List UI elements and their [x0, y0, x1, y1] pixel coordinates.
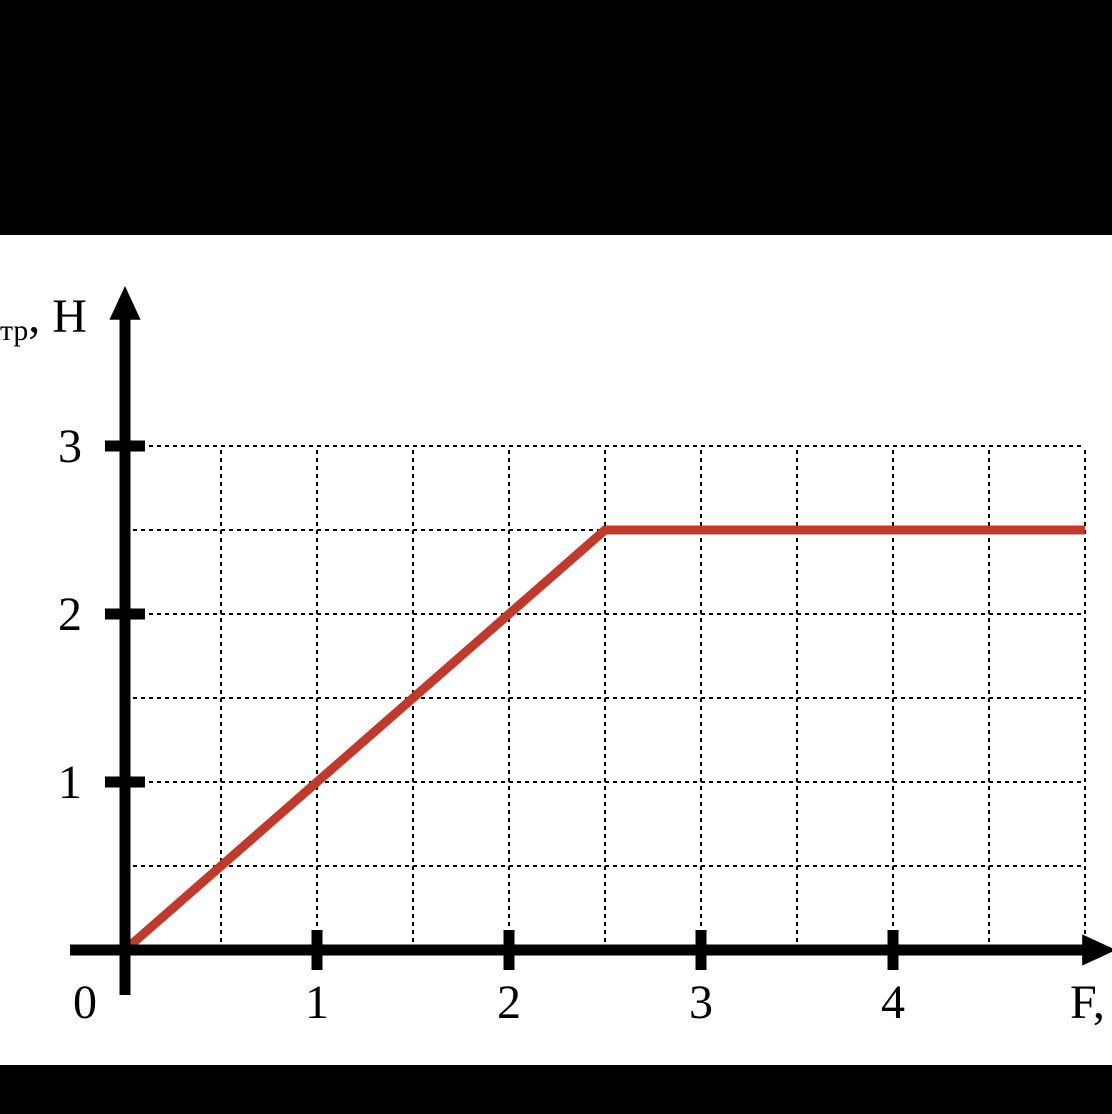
y-tick-label: 2: [58, 588, 82, 641]
x-tick-label: 2: [497, 976, 521, 1029]
y-axis-label: тр, Н: [0, 290, 87, 347]
y-axis-arrow: [109, 286, 140, 320]
x-tick-label: 0: [73, 976, 97, 1029]
ticks-group: [105, 446, 893, 970]
x-axis-arrow: [1082, 934, 1112, 965]
x-tick-label: 3: [689, 976, 713, 1029]
y-tick-label: 3: [58, 420, 82, 473]
chart-svg: 0 1 2 3 4 1 2 3 F, тр, Н: [0, 235, 1112, 1065]
x-tick-label: 4: [881, 976, 905, 1029]
axes-group: [70, 286, 1112, 995]
grid-group: [125, 446, 1085, 950]
chart-container: 0 1 2 3 4 1 2 3 F, тр, Н: [0, 235, 1112, 1065]
y-tick-label: 1: [58, 756, 82, 809]
x-axis-label: F,: [1070, 976, 1105, 1029]
x-tick-label: 1: [305, 976, 329, 1029]
